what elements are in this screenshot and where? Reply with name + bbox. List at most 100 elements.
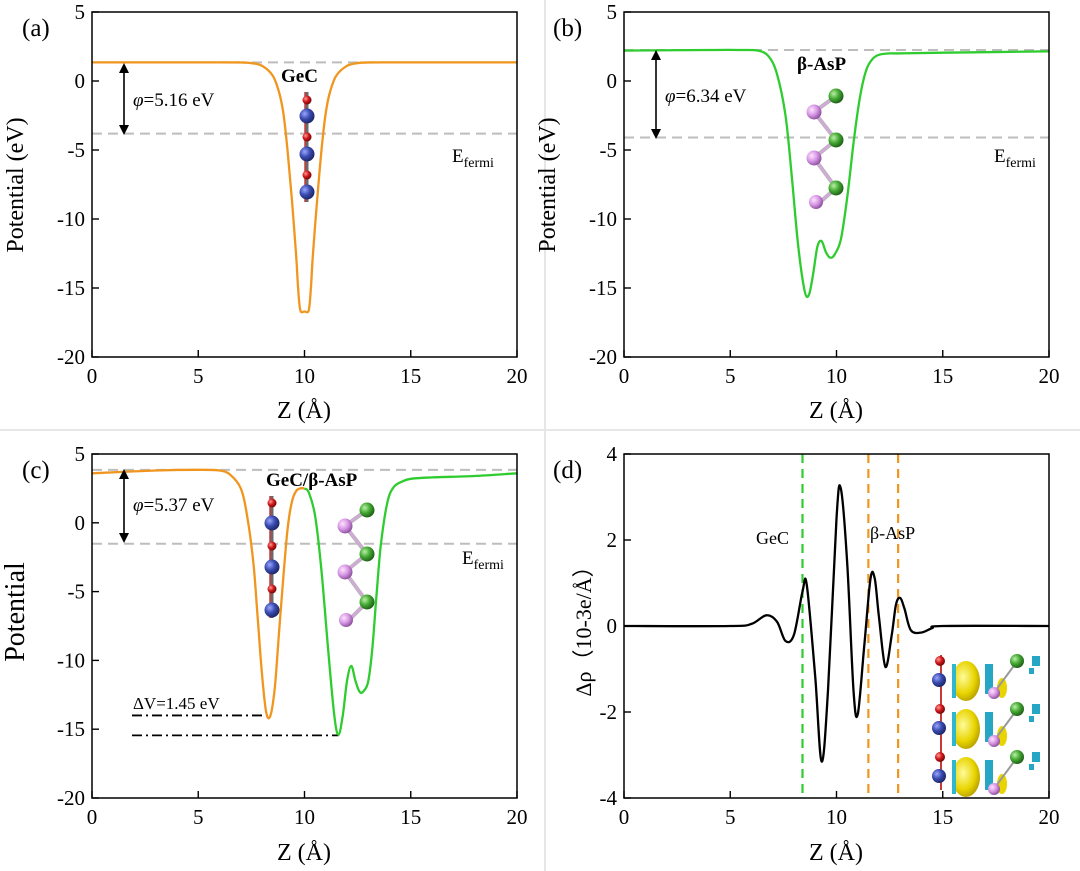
panel-a-series	[91, 61, 518, 314]
panel-c-title: GeC/β-AsP	[266, 470, 358, 491]
panel-c-ticks: 0 5 10 15 20 5 0 -5 -10 -15 -20	[57, 442, 528, 829]
panel-b-title: β-AsP	[797, 54, 846, 75]
panel-b-phi-symbol: φ	[665, 86, 676, 107]
panel-b-series	[623, 48, 1050, 299]
y-tick-label: -10	[589, 207, 617, 231]
panel-b-efermi-sub: fermi	[1006, 156, 1036, 171]
panel-c-efermi-label: Efermi	[462, 548, 504, 573]
phosphorus-atom	[828, 132, 844, 148]
y-tick-label: -15	[589, 276, 617, 300]
x-tick-label: 0	[619, 805, 630, 829]
panel-c-phi-value: =5.37 eV	[144, 495, 215, 516]
panel-b: 0 5 10 15 20 5 0 -5 -10 -15 -20 (b) β-AsP Z (Å) Po…	[535, 0, 1060, 424]
panel-a-efermi-main: E	[452, 146, 464, 167]
panel-d-xlabel: Z (Å)	[809, 840, 863, 866]
panel-d-gec-label: GeC	[756, 528, 789, 548]
carbon-atom	[267, 541, 277, 551]
panel-b-phi-arrow	[651, 50, 661, 139]
y-tick-label: -20	[57, 345, 85, 369]
phosphorus-atom	[359, 594, 375, 610]
arsenic-atom	[806, 150, 822, 166]
panel-c-xlabel: Z (Å)	[277, 840, 331, 866]
phosphorus-atom	[359, 546, 375, 562]
panel-b-xlabel: Z (Å)	[809, 398, 863, 424]
panel-b-ticks: 0 5 10 15 20 5 0 -5 -10 -15 -20	[589, 0, 1060, 388]
carbon-atom	[302, 170, 312, 180]
series-line--asp-side	[303, 472, 518, 736]
x-tick-label: 10	[826, 364, 847, 388]
panel-a-ticks: 0 5 10 15 20 5 0 -5 -10 -15 -20	[57, 0, 528, 388]
panel-a-phi-arrow	[119, 63, 129, 135]
x-tick-label: 0	[619, 364, 630, 388]
y-tick-label: -4	[600, 786, 618, 810]
arsenic-atom	[339, 613, 353, 627]
panel-b-phi-value: =6.34 eV	[676, 86, 747, 107]
panel-c-ylabel: Potential	[0, 562, 31, 662]
series-line--	[623, 484, 1050, 763]
y-tick-label: -10	[57, 207, 85, 231]
panel-d-reflines	[801, 454, 900, 798]
panel-a-efermi-label: Efermi	[452, 146, 494, 171]
arsenic-atom	[337, 564, 353, 580]
panel-b-efermi-label: Efermi	[994, 146, 1036, 171]
panel-c-phi-label: φ=5.37 eV	[133, 495, 215, 516]
panel-a-phi-symbol: φ	[133, 90, 144, 111]
y-tick-label: 0	[75, 511, 86, 535]
germanium-atom	[264, 559, 280, 575]
y-tick-label: 0	[607, 614, 618, 638]
panel-a-phi-label: φ=5.16 eV	[133, 90, 215, 111]
y-tick-label: -10	[57, 648, 85, 672]
panel-d-asp-label: β-AsP	[870, 523, 915, 543]
y-tick-label: -5	[68, 580, 86, 604]
y-tick-label: 2	[607, 528, 618, 552]
x-tick-label: 15	[932, 364, 953, 388]
y-tick-label: -20	[589, 345, 617, 369]
panel-c-series	[91, 468, 518, 736]
panel-c-efermi-sub: fermi	[474, 558, 504, 573]
x-tick-label: 5	[193, 805, 204, 829]
x-tick-label: 0	[87, 364, 98, 388]
panel-a: 0 5 10 15 20 5 0 -5 -10 -15 -20 (a) GeC Z (Å) Pote…	[3, 0, 528, 424]
panel-a-phi-value: =5.16 eV	[144, 90, 215, 111]
panel-a-ylabel: Potential (eV)	[3, 117, 29, 252]
series-line--asp	[623, 48, 1050, 299]
arsenic-atom	[806, 104, 822, 120]
panel-b-phi-label: φ=6.34 eV	[665, 86, 747, 107]
y-tick-label: 5	[607, 0, 618, 24]
panel-a-title: GeC	[281, 66, 318, 87]
panel-d-series	[623, 484, 1050, 763]
y-tick-label: 5	[75, 442, 86, 466]
panel-b-ylabel: Potential (eV)	[535, 117, 561, 252]
germanium-atom	[264, 515, 280, 531]
germanium-atom	[264, 602, 280, 618]
panel-c-phi-symbol: φ	[133, 495, 144, 516]
panel-b-label: (b)	[553, 15, 582, 42]
x-tick-label: 5	[193, 364, 204, 388]
panel-c-gec-structure	[264, 496, 280, 618]
y-tick-label: -5	[68, 138, 86, 162]
series-line-gec	[91, 61, 518, 314]
x-tick-label: 5	[725, 805, 736, 829]
x-tick-label: 20	[1039, 364, 1060, 388]
x-tick-label: 15	[932, 805, 953, 829]
x-tick-label: 20	[1039, 805, 1060, 829]
y-tick-label: 0	[75, 69, 86, 93]
x-tick-label: 10	[826, 805, 847, 829]
x-tick-label: 15	[400, 805, 421, 829]
panel-a-xlabel: Z (Å)	[277, 398, 331, 424]
panel-d-ylabel: Δρ（10-3e/Å）	[571, 555, 596, 696]
y-tick-label: -15	[57, 276, 85, 300]
panel-a-efermi-sub: fermi	[464, 156, 494, 171]
y-tick-label: -5	[600, 138, 618, 162]
y-tick-label: 5	[75, 0, 86, 24]
panel-b-efermi-main: E	[994, 146, 1006, 167]
y-tick-label: 4	[607, 442, 618, 466]
germanium-atom	[299, 184, 315, 200]
arsenic-atom	[337, 518, 353, 534]
panel-c-asp-structure	[337, 502, 375, 627]
x-tick-label: 20	[507, 364, 528, 388]
panel-a-gec-structure	[299, 92, 315, 202]
series-line-gec-side	[91, 468, 305, 720]
